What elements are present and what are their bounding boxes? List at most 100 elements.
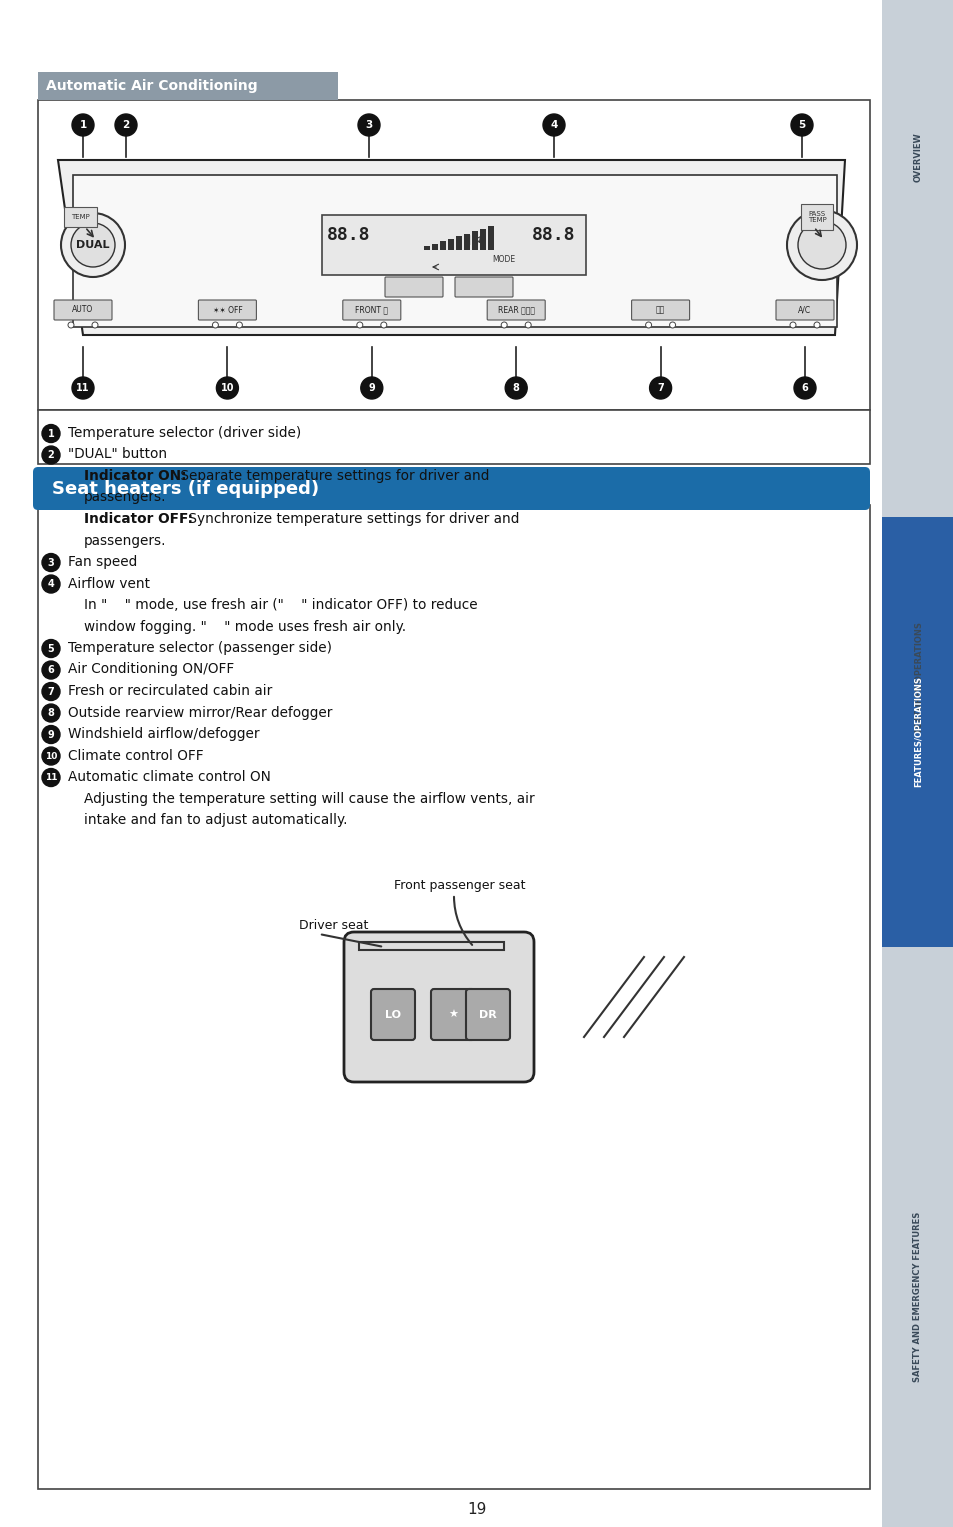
Text: Windshield airflow/defogger: Windshield airflow/defogger <box>68 727 259 741</box>
Text: Temperature selector (driver side): Temperature selector (driver side) <box>68 426 301 440</box>
FancyBboxPatch shape <box>198 299 256 321</box>
Text: MODE: MODE <box>492 255 515 264</box>
Circle shape <box>71 115 94 136</box>
Text: 6: 6 <box>801 383 807 392</box>
FancyBboxPatch shape <box>38 411 869 464</box>
Text: OVERVIEW: OVERVIEW <box>913 133 922 182</box>
Text: 8: 8 <box>48 709 54 718</box>
Circle shape <box>542 115 564 136</box>
FancyBboxPatch shape <box>455 276 513 296</box>
Text: FRONT ⓘ: FRONT ⓘ <box>355 305 388 315</box>
Circle shape <box>669 322 675 328</box>
Text: 19: 19 <box>467 1501 486 1516</box>
FancyBboxPatch shape <box>487 299 544 321</box>
Circle shape <box>789 322 795 328</box>
Circle shape <box>790 115 812 136</box>
Bar <box>882 0 953 1527</box>
Circle shape <box>42 425 60 443</box>
Circle shape <box>813 322 820 328</box>
FancyBboxPatch shape <box>33 467 869 510</box>
Bar <box>432 243 437 250</box>
Circle shape <box>42 704 60 722</box>
Text: Front passenger seat: Front passenger seat <box>394 880 525 892</box>
Text: ⓘ ↯: ⓘ ↯ <box>464 235 483 244</box>
Text: TEMP: TEMP <box>71 214 90 220</box>
Text: 8: 8 <box>512 383 519 392</box>
Text: Indicator OFF:: Indicator OFF: <box>84 512 193 525</box>
Bar <box>882 518 953 947</box>
Circle shape <box>115 115 137 136</box>
Text: Indicator ON:: Indicator ON: <box>84 469 186 483</box>
Text: 10: 10 <box>45 751 57 760</box>
Text: 3: 3 <box>365 121 373 130</box>
FancyBboxPatch shape <box>385 276 442 296</box>
FancyBboxPatch shape <box>38 72 337 99</box>
Circle shape <box>786 211 856 279</box>
Text: Driver seat: Driver seat <box>298 919 368 931</box>
Circle shape <box>236 322 242 328</box>
Circle shape <box>356 322 362 328</box>
FancyBboxPatch shape <box>54 299 112 321</box>
Text: 2: 2 <box>122 121 130 130</box>
Bar <box>448 238 454 250</box>
Text: DR: DR <box>478 1009 497 1020</box>
Text: 6: 6 <box>48 666 54 675</box>
Text: Separate temperature settings for driver and: Separate temperature settings for driver… <box>175 469 489 483</box>
Text: Outside rearview mirror/Rear defogger: Outside rearview mirror/Rear defogger <box>68 705 332 719</box>
Circle shape <box>645 322 651 328</box>
Circle shape <box>213 322 218 328</box>
FancyBboxPatch shape <box>38 505 869 1489</box>
Text: 4: 4 <box>550 121 558 130</box>
Circle shape <box>71 377 94 399</box>
Text: FEATURES/OPERATIONS: FEATURES/OPERATIONS <box>913 621 922 733</box>
FancyBboxPatch shape <box>371 989 415 1040</box>
Bar <box>488 226 494 250</box>
Text: FEATURES/OPERATIONS: FEATURES/OPERATIONS <box>913 676 922 788</box>
Circle shape <box>42 640 60 658</box>
Text: 7: 7 <box>657 383 663 392</box>
Text: Fresh or recirculated cabin air: Fresh or recirculated cabin air <box>68 684 272 698</box>
Circle shape <box>649 377 671 399</box>
Circle shape <box>42 747 60 765</box>
Circle shape <box>42 553 60 571</box>
FancyBboxPatch shape <box>344 931 534 1083</box>
Text: 9: 9 <box>368 383 375 392</box>
Circle shape <box>42 725 60 744</box>
FancyBboxPatch shape <box>431 989 475 1040</box>
Circle shape <box>91 322 98 328</box>
Text: 5: 5 <box>48 643 54 654</box>
Text: ✶✶ OFF: ✶✶ OFF <box>213 305 242 315</box>
Text: 2: 2 <box>48 450 54 460</box>
FancyBboxPatch shape <box>342 299 400 321</box>
Text: In "    " mode, use fresh air ("    " indicator OFF) to reduce: In " " mode, use fresh air (" " indicato… <box>84 599 477 612</box>
Text: 88.8: 88.8 <box>532 226 576 244</box>
Text: 1: 1 <box>48 429 54 438</box>
Text: Airflow vent: Airflow vent <box>68 577 150 591</box>
Text: Fan speed: Fan speed <box>68 554 137 570</box>
Circle shape <box>68 322 74 328</box>
Text: 7: 7 <box>48 687 54 696</box>
Text: "DUAL" button: "DUAL" button <box>68 447 167 461</box>
Text: 1: 1 <box>79 121 87 130</box>
FancyBboxPatch shape <box>631 299 689 321</box>
Circle shape <box>71 223 115 267</box>
FancyBboxPatch shape <box>775 299 833 321</box>
Circle shape <box>793 377 815 399</box>
Text: Climate control OFF: Climate control OFF <box>68 748 203 762</box>
Text: Seat heaters (if equipped): Seat heaters (if equipped) <box>52 479 319 498</box>
Circle shape <box>357 115 379 136</box>
Bar <box>472 231 477 250</box>
Bar <box>463 234 470 250</box>
Text: 11: 11 <box>76 383 90 392</box>
Text: window fogging. "    " mode uses fresh air only.: window fogging. " " mode uses fresh air … <box>84 620 406 634</box>
Text: Temperature selector (passenger side): Temperature selector (passenger side) <box>68 641 332 655</box>
Circle shape <box>525 322 531 328</box>
Text: Air Conditioning ON/OFF: Air Conditioning ON/OFF <box>68 663 234 676</box>
Text: ★: ★ <box>448 1009 457 1020</box>
Text: 5: 5 <box>798 121 804 130</box>
Text: AUTO: AUTO <box>72 305 93 315</box>
Text: passengers.: passengers. <box>84 533 167 548</box>
Text: 4: 4 <box>48 579 54 589</box>
Bar <box>479 229 485 250</box>
Text: A/C: A/C <box>798 305 811 315</box>
